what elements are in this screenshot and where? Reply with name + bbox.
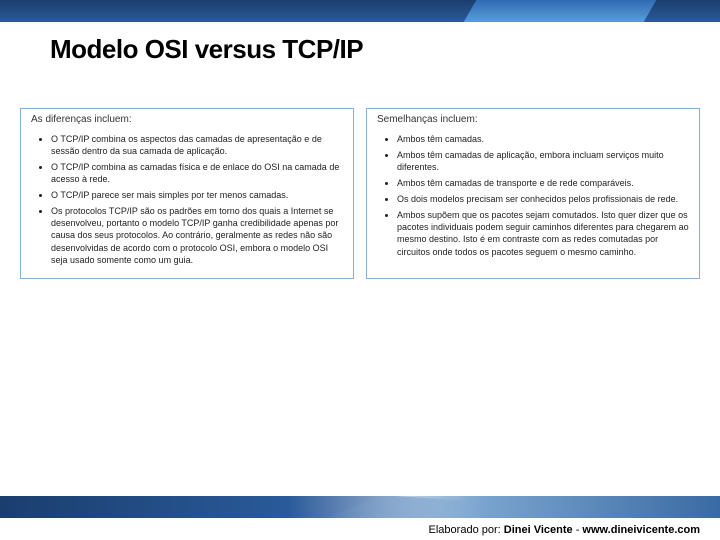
footer-sep: - [573, 524, 583, 536]
similarities-panel: Semelhanças incluem: Ambos têm camadas. … [366, 108, 700, 279]
comparison-columns: As diferenças incluem: O TCP/IP combina … [20, 108, 700, 279]
slide-title: Modelo OSI versus TCP/IP [50, 34, 363, 65]
footer-author: Dinei Vicente [504, 524, 573, 536]
footer-accent-light [324, 496, 720, 518]
list-item: Ambos supõem que os pacotes sejam comuta… [397, 209, 691, 258]
differences-panel: As diferenças incluem: O TCP/IP combina … [20, 108, 354, 279]
footer-credit: Elaborado por: Dinei Vicente - www.dinei… [429, 524, 700, 536]
similarities-list: Ambos têm camadas. Ambos têm camadas de … [375, 133, 691, 258]
list-item: Os protocolos TCP/IP são os padrões em t… [51, 205, 345, 266]
header-accent [0, 0, 720, 22]
differences-heading: As diferenças incluem: [29, 113, 345, 127]
list-item: Ambos têm camadas. [397, 133, 691, 145]
similarities-heading: Semelhanças incluem: [375, 113, 691, 127]
differences-list: O TCP/IP combina os aspectos das camadas… [29, 133, 345, 266]
list-item: O TCP/IP combina os aspectos das camadas… [51, 133, 345, 157]
list-item: Ambos têm camadas de aplicação, embora i… [397, 149, 691, 173]
footer-prefix: Elaborado por: [429, 524, 504, 536]
list-item: O TCP/IP parece ser mais simples por ter… [51, 189, 345, 201]
footer-url: www.dineivicente.com [582, 524, 700, 536]
list-item: Os dois modelos precisam ser conhecidos … [397, 193, 691, 205]
list-item: Ambos têm camadas de transporte e de red… [397, 177, 691, 189]
list-item: O TCP/IP combina as camadas física e de … [51, 161, 345, 185]
